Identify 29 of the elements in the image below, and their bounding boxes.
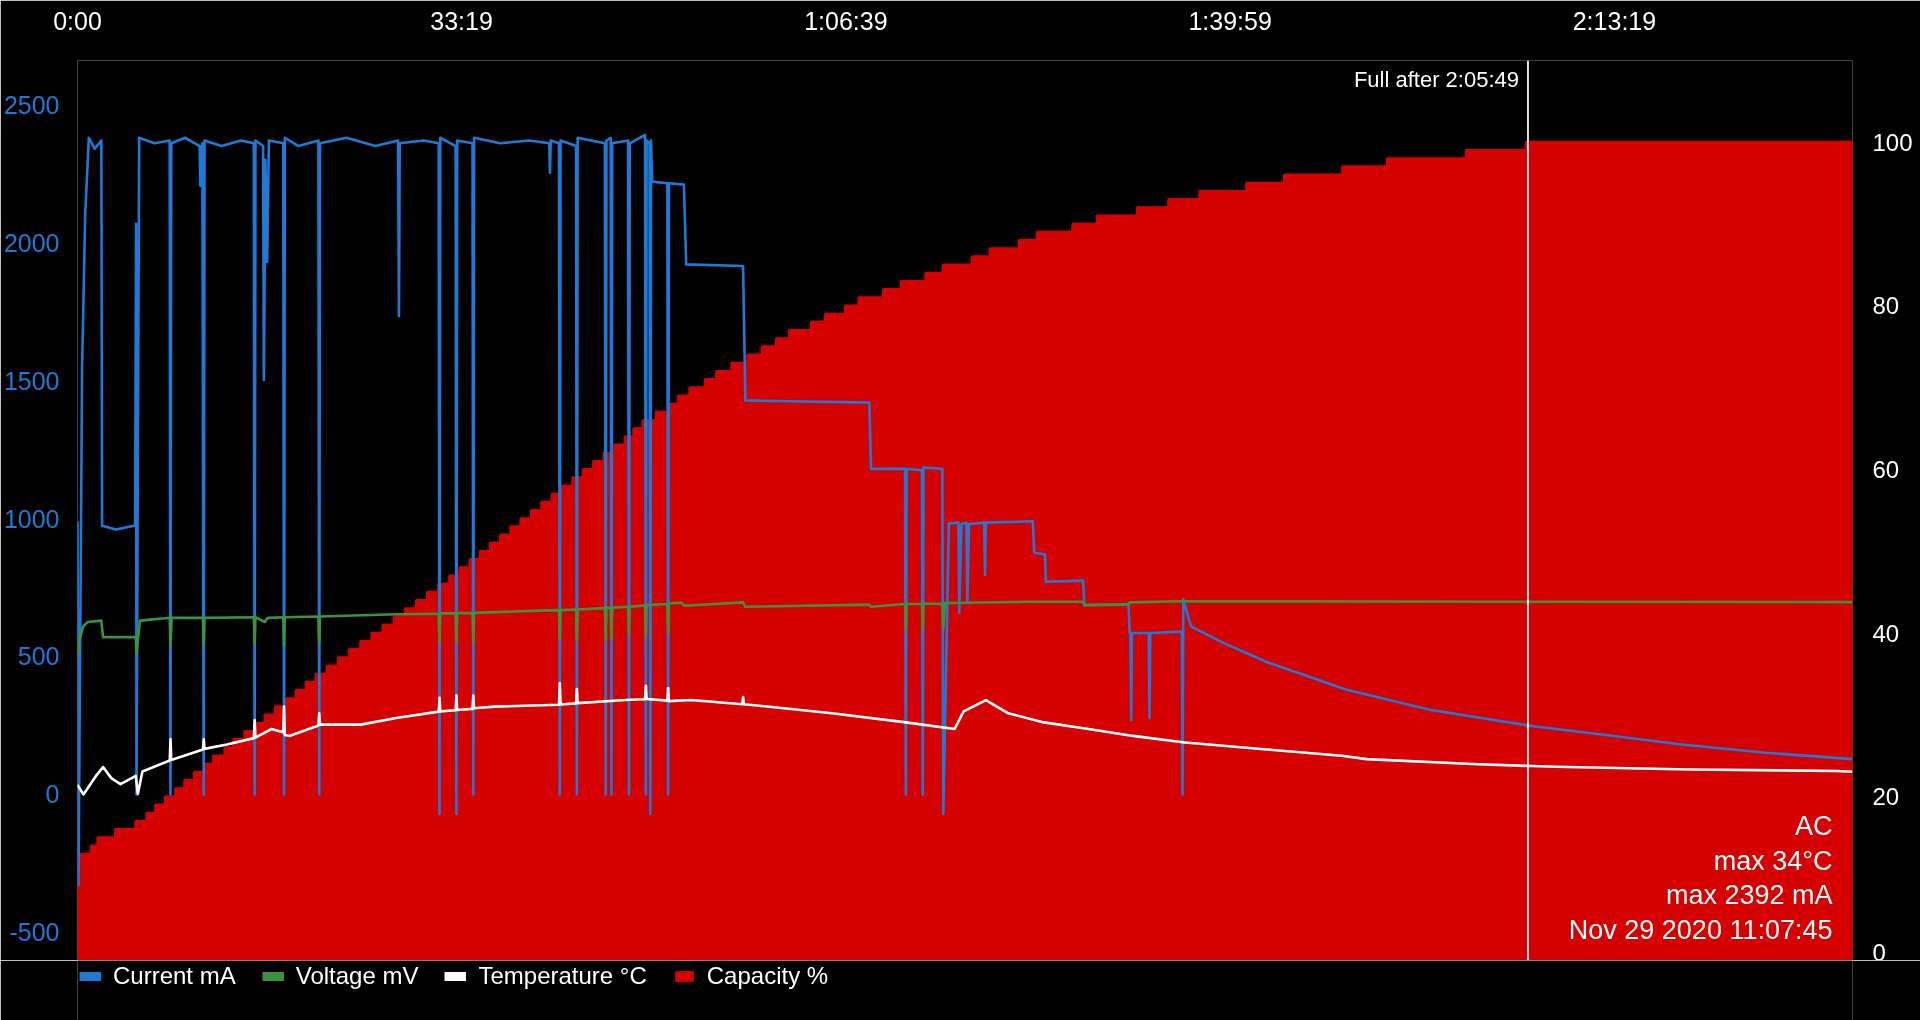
line-series (77, 681, 1853, 796)
y-tick-label: 1500 (3, 366, 60, 395)
y2-tick-label: 20 (1872, 783, 1900, 811)
y2-tick-label: 100 (1872, 128, 1913, 156)
y2-tick-label: 80 (1872, 292, 1900, 320)
x-tick-label: 1:39:59 (1188, 6, 1272, 35)
y-tick-label: 500 (17, 642, 60, 671)
y-tick-label: -500 (9, 918, 60, 947)
legend-label: Capacity % (706, 962, 829, 990)
legend-label: Temperature °C (478, 962, 647, 990)
y-tick-label: 2000 (3, 228, 60, 257)
annotation: max 2392 mA (1665, 880, 1833, 911)
y-tick-label: 1000 (3, 504, 60, 533)
legend-label: Current mA (113, 962, 236, 990)
x-tick-label: 2:13:19 (1572, 6, 1657, 35)
line-series (77, 599, 1853, 658)
y2-tick-label: 60 (1872, 456, 1900, 484)
annotation: AC (1794, 811, 1833, 842)
y-tick-label: 2500 (3, 90, 60, 119)
y2-tick-label: 0 (1872, 938, 1886, 966)
annotation: max 34°C (1713, 845, 1833, 876)
x-tick-label: 1:06:39 (804, 6, 888, 35)
x-tick-label: 0:00 (53, 6, 102, 35)
y-tick-label: 0 (45, 780, 60, 809)
x-tick-label: 33:19 (430, 6, 493, 35)
y2-tick-label: 40 (1872, 619, 1900, 647)
legend-label: Voltage mV (295, 962, 419, 990)
annotation: Nov 29 2020 11:07:45 (1568, 914, 1833, 945)
annotation: Full after 2:05:49 (1353, 67, 1519, 93)
